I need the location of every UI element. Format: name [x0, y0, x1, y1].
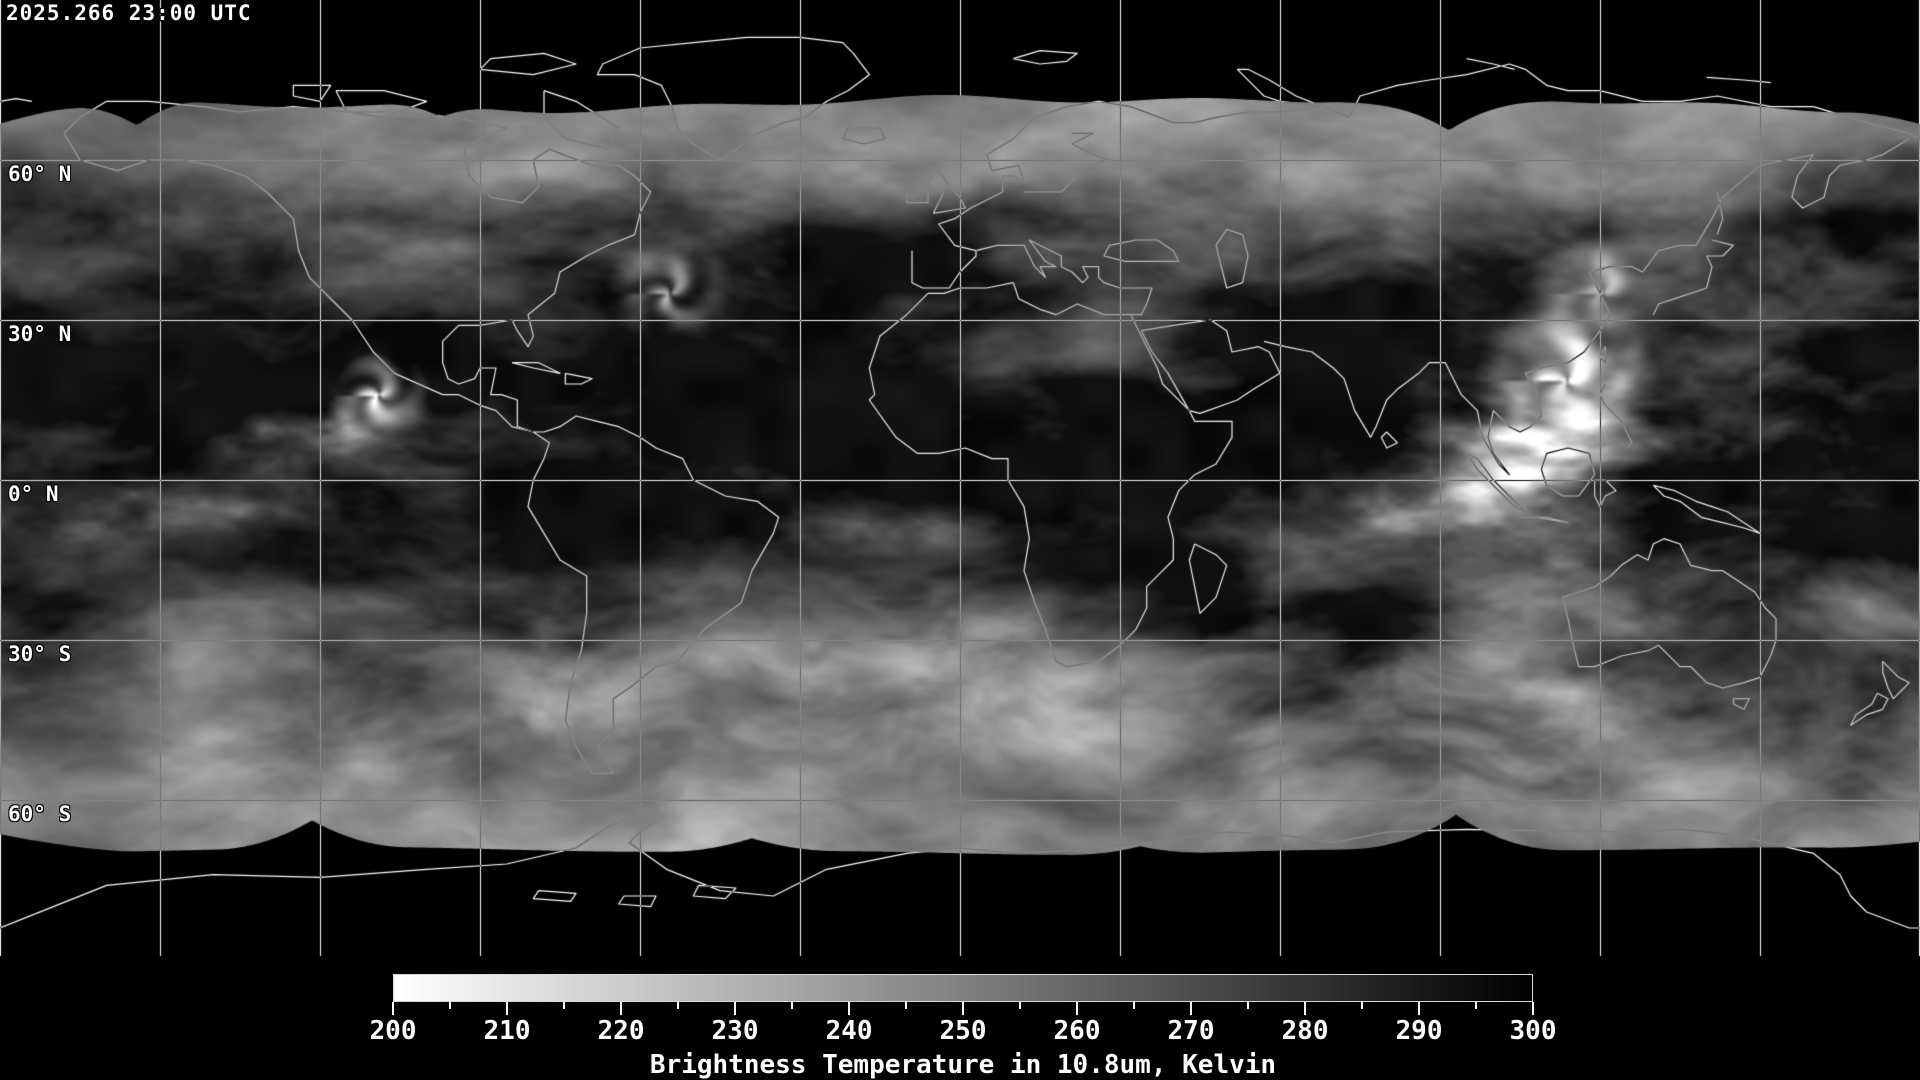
colorbar-minor-tick [1475, 1002, 1477, 1009]
latitude-label: 30° N [8, 322, 72, 346]
latitude-label: 60° S [8, 802, 72, 826]
colorbar-minor-tick [563, 1002, 565, 1009]
colorbar-tick-label: 270 [1167, 1016, 1215, 1046]
colorbar-major-tick [1418, 1002, 1420, 1015]
colorbar-major-tick [848, 1002, 850, 1015]
colorbar-tick-label: 260 [1053, 1016, 1101, 1046]
latitude-label: 30° S [8, 642, 72, 666]
colorbar-major-tick [392, 1002, 394, 1015]
latitude-label: 0° N [8, 482, 59, 506]
colorbar-tick-label: 300 [1509, 1016, 1557, 1046]
colorbar-caption: Brightness Temperature in 10.8um, Kelvin [649, 1050, 1277, 1080]
colorbar-tick-labels: 200 210 220 230 240 250 260 270 280 290 300 [370, 1016, 1557, 1046]
satellite-ir-map [0, 0, 1920, 960]
colorbar-minor-tick [1361, 1002, 1363, 1009]
colorbar-major-tick [1076, 1002, 1078, 1015]
colorbar-major-tick [1304, 1002, 1306, 1015]
colorbar-major-tick [734, 1002, 736, 1015]
colorbar-minor-tick [905, 1002, 907, 1009]
colorbar-major-tick [1190, 1002, 1192, 1015]
colorbar-major-tick [1532, 1002, 1534, 1015]
latitude-label: 60° N [8, 162, 72, 186]
colorbar-tick-label: 200 [369, 1016, 417, 1046]
colorbar-gradient-bar [393, 974, 1533, 1002]
colorbar-minor-tick [1019, 1002, 1021, 1009]
colorbar-major-tick [962, 1002, 964, 1015]
colorbar-tick-label: 210 [483, 1016, 531, 1046]
colorbar-tick-label: 280 [1281, 1016, 1329, 1046]
colorbar-ticks [392, 1002, 1534, 1016]
colorbar-major-tick [506, 1002, 508, 1015]
colorbar-tick-label: 240 [825, 1016, 873, 1046]
colorbar-major-tick [620, 1002, 622, 1015]
timestamp-label: 2025.266 23:00 UTC [6, 1, 252, 25]
colorbar-minor-tick [1133, 1002, 1135, 1009]
colorbar-tick-label: 220 [597, 1016, 645, 1046]
colorbar-tick-label: 290 [1395, 1016, 1443, 1046]
colorbar-tick-label: 250 [939, 1016, 987, 1046]
colorbar: 200 210 220 230 240 250 260 270 280 290 300 Bright… [370, 974, 1557, 1080]
colorbar-minor-tick [1247, 1002, 1249, 1009]
colorbar-tick-label: 230 [711, 1016, 759, 1046]
colorbar-minor-tick [677, 1002, 679, 1009]
colorbar-minor-tick [449, 1002, 451, 1009]
colorbar-minor-tick [791, 1002, 793, 1009]
